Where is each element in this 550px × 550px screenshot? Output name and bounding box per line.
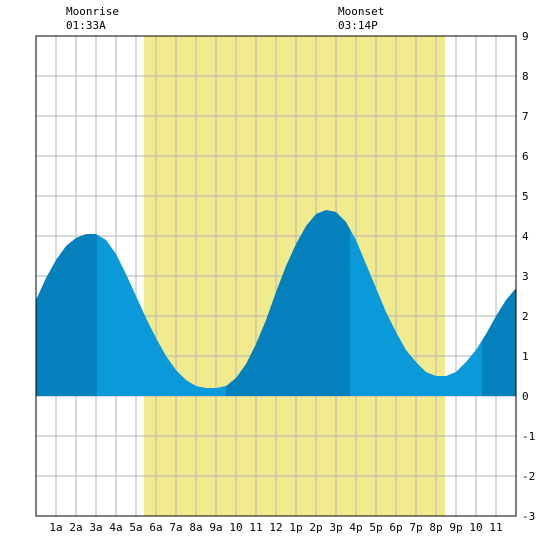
x-tick-label: 5a — [129, 521, 142, 534]
y-tick-label: -3 — [522, 510, 535, 523]
tide-area-rising — [226, 210, 350, 396]
y-tick-label: -2 — [522, 470, 535, 483]
x-tick-label: 1a — [49, 521, 62, 534]
x-tick-label: 7p — [409, 521, 422, 534]
y-tick-label: 8 — [522, 70, 529, 83]
x-tick-label: 9p — [449, 521, 462, 534]
moonset-label: Moonset — [338, 5, 385, 18]
tide-area-falling — [350, 229, 482, 396]
x-tick-label: 2a — [69, 521, 82, 534]
x-tick-label: 9a — [209, 521, 222, 534]
x-tick-label: 7a — [169, 521, 182, 534]
x-tick-label: 5p — [369, 521, 382, 534]
y-tick-label: 9 — [522, 30, 529, 43]
tide-area-rising — [482, 288, 516, 396]
tide-area-falling — [97, 234, 226, 396]
tide-area-rising — [36, 234, 97, 396]
x-tick-label: 11 — [489, 521, 502, 534]
x-tick-label: 4p — [349, 521, 362, 534]
x-tick-label: 3a — [89, 521, 102, 534]
y-tick-label: 6 — [522, 150, 529, 163]
plot-border — [35, 35, 517, 517]
x-tick-label: 4a — [109, 521, 122, 534]
y-tick-label: 7 — [522, 110, 529, 123]
moonrise-label: Moonrise — [66, 5, 119, 18]
x-tick-label: 6a — [149, 521, 162, 534]
y-tick-label: 1 — [522, 350, 529, 363]
x-tick-label: 8p — [429, 521, 442, 534]
y-tick-label: 3 — [522, 270, 529, 283]
x-tick-label: 2p — [309, 521, 322, 534]
x-tick-label: 1p — [289, 521, 302, 534]
x-tick-label: 12 — [269, 521, 282, 534]
y-tick-label: 0 — [522, 390, 529, 403]
x-tick-label: 10 — [229, 521, 242, 534]
y-tick-label: 2 — [522, 310, 529, 323]
x-tick-label: 6p — [389, 521, 402, 534]
y-tick-label: 4 — [522, 230, 529, 243]
moonset-time: 03:14P — [338, 19, 378, 32]
x-tick-label: 3p — [329, 521, 342, 534]
x-tick-label: 8a — [189, 521, 202, 534]
y-tick-label: -1 — [522, 430, 535, 443]
y-tick-label: 5 — [522, 190, 529, 203]
moonrise-time: 01:33A — [66, 19, 106, 32]
x-tick-label: 11 — [249, 521, 262, 534]
x-tick-label: 10 — [469, 521, 482, 534]
